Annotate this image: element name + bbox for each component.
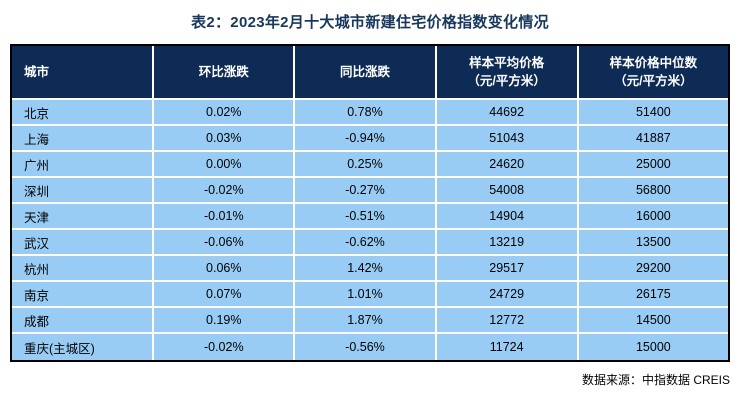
col-header-median-price-unit: （元/平方米） [614, 74, 693, 88]
col-header-city-label: 城市 [24, 64, 50, 79]
avg-price-cell: 24620 [436, 152, 579, 178]
avg-price-cell: 13219 [436, 230, 579, 256]
col-header-avg-price: 样本平均价格 （元/平方米） [436, 46, 579, 100]
median-price-cell: 15000 [578, 334, 728, 360]
col-header-yoy: 同比涨跌 [295, 46, 437, 100]
avg-price-cell: 29517 [436, 256, 579, 282]
mom-cell: -0.02% [154, 334, 296, 360]
table-row: 杭州 0.06% 1.42% 29517 29200 [12, 256, 728, 282]
city-cell: 重庆(主城区) [12, 334, 155, 360]
col-header-yoy-label: 同比涨跌 [339, 64, 390, 79]
mom-cell: 0.06% [154, 256, 296, 282]
avg-price-cell: 11724 [436, 334, 579, 360]
table-row: 重庆(主城区) -0.02% -0.56% 11724 15000 [12, 334, 728, 360]
table-row: 广州 0.00% 0.25% 24620 25000 [12, 152, 728, 178]
city-cell: 北京 [12, 100, 155, 126]
yoy-cell: 1.01% [295, 282, 437, 308]
yoy-cell: -0.94% [295, 126, 437, 152]
yoy-cell: -0.27% [295, 178, 437, 204]
city-cell: 南京 [12, 282, 155, 308]
mom-cell: 0.03% [154, 126, 296, 152]
avg-price-cell: 24729 [436, 282, 579, 308]
col-header-avg-price-label: 样本平均价格 [469, 55, 545, 70]
table-row: 南京 0.07% 1.01% 24729 26175 [12, 282, 728, 308]
header-row: 城市 环比涨跌 同比涨跌 样本平均价格 （元/平方米） 样本价格中位数 （元/平… [12, 46, 728, 100]
city-cell: 杭州 [12, 256, 155, 282]
median-price-cell: 26175 [578, 282, 728, 308]
mom-cell: -0.02% [154, 178, 296, 204]
yoy-cell: -0.56% [295, 334, 437, 360]
median-price-cell: 25000 [578, 152, 728, 178]
col-header-mom-label: 环比涨跌 [198, 64, 249, 79]
mom-cell: -0.06% [154, 230, 296, 256]
mom-cell: 0.02% [154, 100, 296, 126]
table-row: 北京 0.02% 0.78% 44692 51400 [12, 100, 728, 126]
median-price-cell: 56800 [578, 178, 728, 204]
col-header-city: 城市 [12, 46, 155, 100]
avg-price-cell: 44692 [436, 100, 579, 126]
price-table-container: 城市 环比涨跌 同比涨跌 样本平均价格 （元/平方米） 样本价格中位数 （元/平… [10, 44, 730, 362]
data-source-note: 数据来源：中指数据 CREIS [581, 373, 730, 387]
col-header-avg-price-unit: （元/平方米） [467, 74, 546, 88]
yoy-cell: -0.51% [295, 204, 437, 230]
yoy-cell: -0.62% [295, 230, 437, 256]
city-cell: 成都 [12, 308, 155, 334]
city-cell: 广州 [12, 152, 155, 178]
city-cell: 深圳 [12, 178, 155, 204]
city-cell: 武汉 [12, 230, 155, 256]
table-row: 天津 -0.01% -0.51% 14904 16000 [12, 204, 728, 230]
col-header-median-price: 样本价格中位数 （元/平方米） [578, 46, 728, 100]
mom-cell: 0.19% [154, 308, 296, 334]
mom-cell: 0.07% [154, 282, 296, 308]
mom-cell: 0.00% [154, 152, 296, 178]
yoy-cell: 0.78% [295, 100, 437, 126]
page-title: 表2：2023年2月十大城市新建住宅价格指数变化情况 [191, 14, 549, 31]
table-row: 武汉 -0.06% -0.62% 13219 13500 [12, 230, 728, 256]
median-price-cell: 13500 [578, 230, 728, 256]
table-header: 城市 环比涨跌 同比涨跌 样本平均价格 （元/平方米） 样本价格中位数 （元/平… [12, 46, 728, 100]
col-header-mom: 环比涨跌 [154, 46, 296, 100]
yoy-cell: 1.42% [295, 256, 437, 282]
median-price-cell: 41887 [578, 126, 728, 152]
table-body: 北京 0.02% 0.78% 44692 51400 上海 0.03% -0.94% 51043… [12, 100, 728, 360]
avg-price-cell: 51043 [436, 126, 579, 152]
median-price-cell: 14500 [578, 308, 728, 334]
avg-price-cell: 54008 [436, 178, 579, 204]
table-row: 深圳 -0.02% -0.27% 54008 56800 [12, 178, 728, 204]
col-header-median-price-label: 样本价格中位数 [609, 55, 698, 70]
yoy-cell: 1.87% [295, 308, 437, 334]
avg-price-cell: 14904 [436, 204, 579, 230]
city-cell: 天津 [12, 204, 155, 230]
price-index-table: 城市 环比涨跌 同比涨跌 样本平均价格 （元/平方米） 样本价格中位数 （元/平… [10, 44, 730, 362]
mom-cell: -0.01% [154, 204, 296, 230]
median-price-cell: 51400 [578, 100, 728, 126]
table-row: 成都 0.19% 1.87% 12772 14500 [12, 308, 728, 334]
median-price-cell: 16000 [578, 204, 728, 230]
table-row: 上海 0.03% -0.94% 51043 41887 [12, 126, 728, 152]
avg-price-cell: 12772 [436, 308, 579, 334]
yoy-cell: 0.25% [295, 152, 437, 178]
city-cell: 上海 [12, 126, 155, 152]
median-price-cell: 29200 [578, 256, 728, 282]
